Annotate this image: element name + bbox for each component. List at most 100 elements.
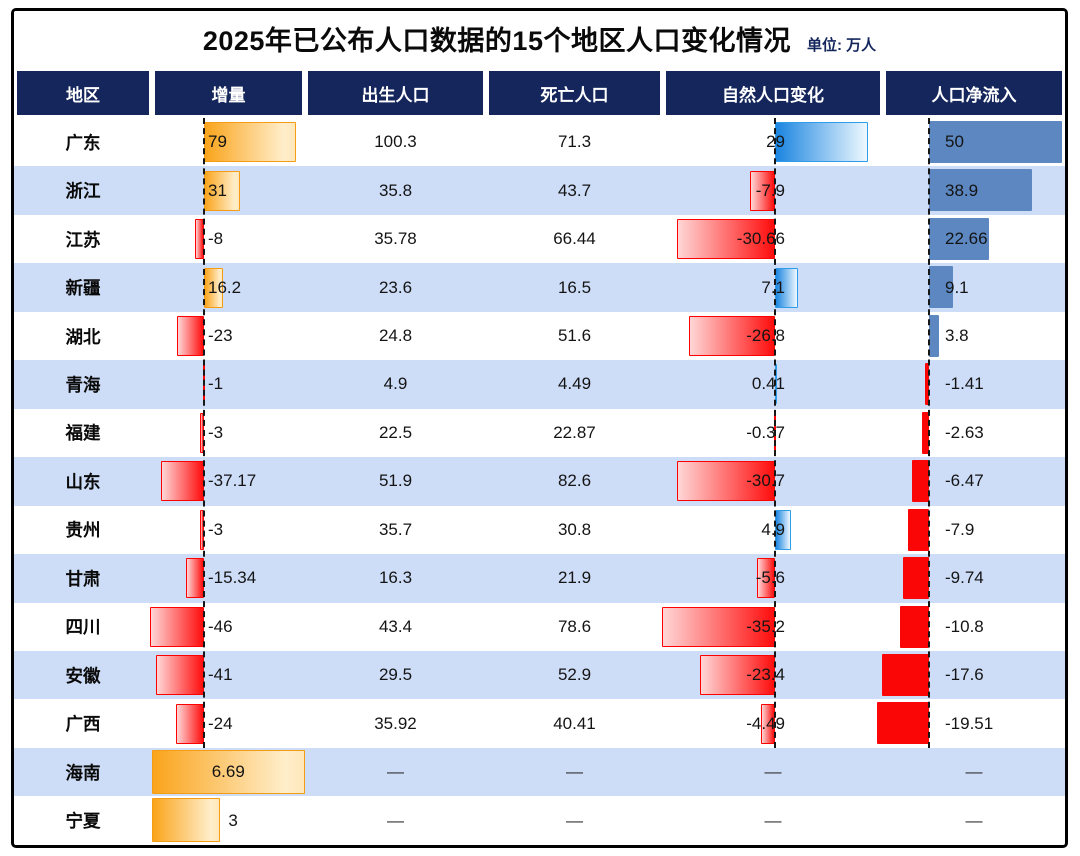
- delta-value: 31: [208, 180, 227, 200]
- natural-bar: [676, 219, 775, 260]
- natural-cell: -35.2: [662, 603, 883, 651]
- netflow-bar: [929, 314, 940, 357]
- deaths-value: 16.5: [557, 277, 592, 297]
- chart-frame: 2025年已公布人口数据的15个地区人口变化情况 单位: 万人 地区 增量 出生人口…: [11, 8, 1068, 848]
- delta-value: -8: [208, 229, 224, 249]
- deaths-cell: 78.6: [486, 603, 663, 651]
- delta-value: -3: [208, 422, 224, 442]
- natural-cell: 4.9: [663, 506, 883, 554]
- table-row: 海南 6.69 — — — —: [14, 747, 1065, 797]
- births-value: —: [387, 810, 404, 830]
- region-label: 新疆: [65, 278, 101, 299]
- region-cell: 青海: [14, 360, 152, 408]
- births-value: 23.6: [378, 277, 413, 297]
- deaths-cell: 82.6: [486, 457, 663, 505]
- delta-bar: [156, 655, 204, 696]
- natural-cell: -30.66: [663, 215, 883, 263]
- natural-value: -5.6: [755, 568, 785, 588]
- netflow-bar: [882, 653, 929, 696]
- delta-cell: -3: [152, 409, 305, 457]
- table-row: 浙江 31 35.8 43.7 -7.9 38.9: [14, 166, 1065, 215]
- deaths-value: 43.7: [557, 180, 592, 200]
- births-value: 43.4: [378, 616, 413, 636]
- births-value: 35.92: [374, 713, 417, 733]
- netflow-bar: [925, 363, 929, 406]
- births-value: 100.3: [374, 132, 417, 152]
- births-value: 4.9: [383, 374, 408, 394]
- region-label: 安徽: [65, 665, 101, 686]
- region-cell: 安徽: [14, 651, 152, 699]
- delta-value: -1: [208, 374, 224, 394]
- deaths-value: 30.8: [557, 519, 592, 539]
- births-cell: 43.4: [305, 603, 486, 651]
- region-label: 山东: [65, 471, 101, 492]
- deaths-cell: 21.9: [486, 554, 663, 602]
- delta-value: -24: [208, 713, 233, 733]
- netflow-value: 50: [945, 132, 964, 152]
- netflow-bar: [929, 217, 990, 260]
- natural-value: -23.4: [746, 665, 785, 685]
- netflow-cell: -17.6: [882, 651, 1065, 699]
- natural-bar: [775, 122, 868, 163]
- deaths-value: 52.9: [557, 665, 592, 685]
- births-value: 35.7: [378, 519, 413, 539]
- netflow-cell: -2.63: [883, 409, 1065, 457]
- region-cell: 山东: [14, 457, 152, 505]
- table-body: 广东 79 100.3 71.3 29 50 浙江 31 35.8 43.7 -7.9 38.9 江苏 -…: [14, 118, 1065, 845]
- zero-axis-line-delta: [203, 118, 205, 749]
- births-cell: 35.92: [305, 699, 486, 747]
- deaths-cell: 16.5: [486, 263, 663, 311]
- table-row: 江苏 -8 35.78 66.44 -30.66 22.66: [14, 215, 1065, 263]
- births-cell: 51.9: [305, 457, 486, 505]
- births-value: 35.8: [378, 180, 413, 200]
- natural-cell: —: [663, 748, 883, 796]
- births-cell: 35.78: [305, 215, 486, 263]
- netflow-cell: 3.8: [883, 312, 1065, 360]
- netflow-cell: 22.66: [883, 215, 1065, 263]
- netflow-value: -7.9: [945, 519, 975, 539]
- births-cell: 35.7: [305, 506, 486, 554]
- births-cell: 4.9: [305, 360, 486, 408]
- births-value: 22.5: [378, 422, 413, 442]
- deaths-value: 66.44: [553, 229, 596, 249]
- delta-cell: -41: [152, 651, 305, 699]
- births-cell: 29.5: [305, 651, 486, 699]
- netflow-value: 3.8: [945, 326, 969, 346]
- region-label: 福建: [65, 423, 101, 444]
- netflow-bar: [929, 169, 1033, 212]
- table-row: 四川 -46 43.4 78.6 -35.2 -10.8: [14, 603, 1065, 651]
- netflow-value: -6.47: [945, 471, 984, 491]
- netflow-cell: -19.51: [877, 699, 1065, 747]
- delta-bar: [177, 316, 204, 356]
- deaths-cell: 71.3: [486, 118, 663, 166]
- natural-value: -0.37: [746, 422, 785, 442]
- region-label: 广东: [65, 132, 101, 153]
- netflow-value: 22.66: [945, 229, 988, 249]
- births-cell: —: [305, 748, 486, 796]
- births-cell: 35.8: [305, 166, 486, 214]
- netflow-cell: 9.1: [883, 263, 1065, 311]
- births-cell: 23.6: [305, 263, 486, 311]
- deaths-value: 78.6: [557, 616, 592, 636]
- deaths-cell: 43.7: [486, 166, 663, 214]
- delta-value: -3: [208, 519, 224, 539]
- netflow-value: 9.1: [945, 277, 969, 297]
- netflow-bar: [929, 266, 954, 309]
- natural-cell: —: [663, 796, 883, 844]
- deaths-value: 40.41: [553, 713, 596, 733]
- table-row: 广东 79 100.3 71.3 29 50: [14, 118, 1065, 166]
- table-row: 甘肃 -15.34 16.3 21.9 -5.6 -9.74: [14, 554, 1065, 603]
- delta-bar: [152, 798, 221, 843]
- deaths-cell: —: [486, 748, 663, 796]
- table-row: 广西 -24 35.92 40.41 -4.49 -19.51: [14, 699, 1065, 747]
- natural-cell: -5.6: [663, 554, 883, 602]
- table-row: 湖北 -23 24.8 51.6 -26.8 3.8: [14, 312, 1065, 360]
- natural-cell: -26.8: [663, 312, 883, 360]
- deaths-cell: 51.6: [486, 312, 663, 360]
- natural-cell: -7.9: [663, 166, 883, 214]
- delta-value: -41: [208, 665, 233, 685]
- netflow-cell: -7.9: [883, 506, 1065, 554]
- natural-bar: [749, 170, 775, 211]
- deaths-value: 22.87: [553, 422, 596, 442]
- netflow-bar: [929, 121, 1062, 163]
